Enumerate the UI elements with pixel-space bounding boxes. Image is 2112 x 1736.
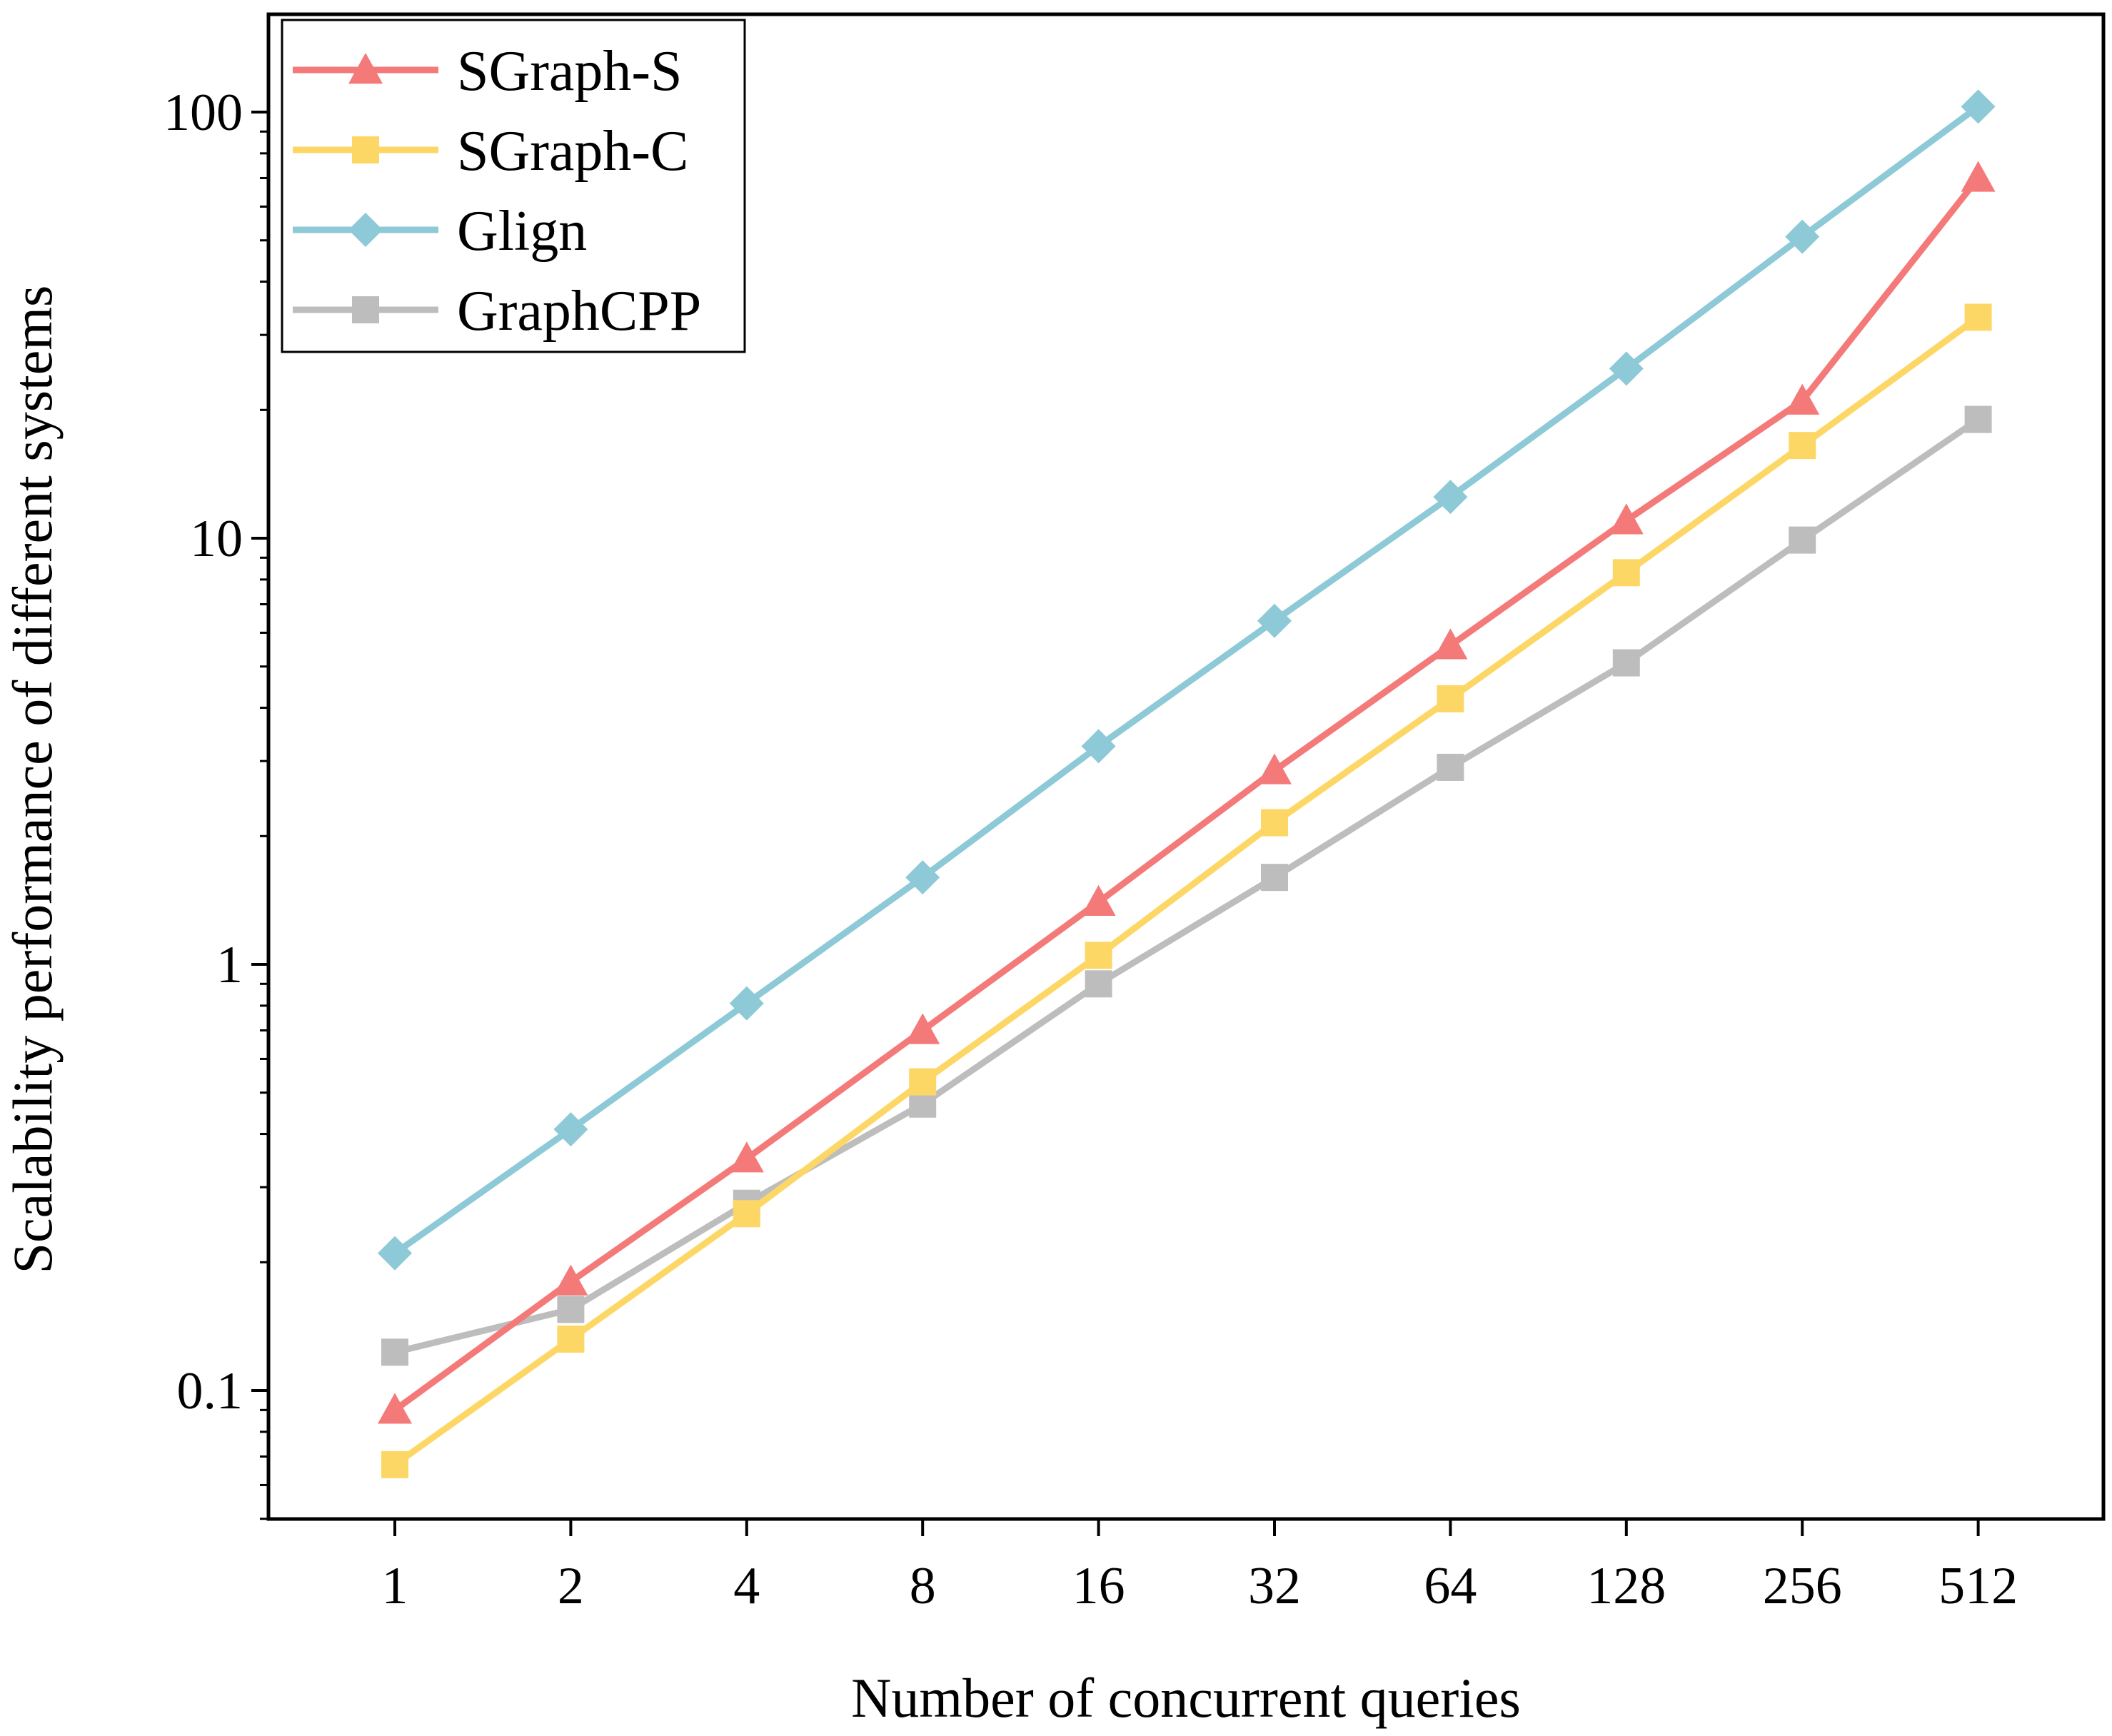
data-point (1789, 526, 1816, 554)
x-tick-label: 4 (733, 1557, 760, 1615)
x-tick-label: 2 (558, 1557, 584, 1615)
data-point (1961, 89, 1996, 124)
data-point (1789, 432, 1816, 460)
data-point (1085, 942, 1112, 969)
data-point (378, 1236, 412, 1271)
x-axis-title: Number of concurrent queries (851, 1667, 1521, 1729)
y-axis-title: Scalability performance of different sys… (1, 286, 64, 1274)
data-point (733, 1200, 760, 1228)
data-point (1433, 628, 1468, 660)
legend-item: Glign (293, 200, 587, 263)
data-point (557, 1326, 585, 1353)
series-line (393, 314, 1981, 1468)
x-tick-label: 256 (1763, 1557, 1842, 1615)
data-point (1437, 753, 1464, 781)
data-point (1612, 649, 1640, 677)
series-line (393, 416, 1981, 1356)
data-point (352, 296, 379, 323)
data-point (352, 136, 379, 163)
series-line (393, 176, 1981, 1413)
data-point (729, 986, 764, 1021)
legend-items: SGraph-S SGraph-C Glign GraphCPP (293, 40, 701, 343)
x-tick-label: 8 (910, 1557, 936, 1615)
data-point (1081, 729, 1116, 764)
plot-frame (266, 12, 2106, 1521)
data-point (1612, 559, 1640, 587)
series-layer (378, 89, 1996, 1478)
data-point (1261, 809, 1288, 837)
x-tick-label: 128 (1586, 1557, 1666, 1615)
series-line (393, 104, 1981, 1256)
data-point (348, 213, 383, 247)
data-point (1437, 685, 1464, 712)
legend-label: Glign (457, 200, 587, 263)
axis-ticks: 1 2 4 8 16 32 64 128 256 512 0.1 1 10 100 (164, 84, 2018, 1615)
y-tick-label: 0.1 (177, 1362, 243, 1420)
data-point (1085, 970, 1112, 998)
x-tick-label: 1 (382, 1557, 408, 1615)
data-point (1961, 161, 1996, 192)
y-tick-label: 1 (216, 936, 243, 994)
data-point (1609, 503, 1644, 535)
x-tick-label: 16 (1072, 1557, 1125, 1615)
data-point (1964, 303, 1992, 331)
data-point (381, 1338, 408, 1366)
legend-label: SGraph-S (457, 40, 683, 103)
legend-label: GraphCPP (457, 280, 701, 343)
x-tick-label: 32 (1248, 1557, 1301, 1615)
data-point (381, 1450, 408, 1478)
data-point (1609, 351, 1644, 386)
data-point (729, 1141, 764, 1173)
legend-item: GraphCPP (293, 280, 701, 343)
data-point (1257, 753, 1292, 784)
y-tick-label: 10 (190, 510, 243, 568)
x-tick-label: 512 (1938, 1557, 2018, 1615)
legend: SGraph-S SGraph-C Glign GraphCPP (281, 19, 746, 353)
legend-item: SGraph-C (293, 120, 688, 183)
data-point (378, 1393, 412, 1424)
series-sgraph-c (381, 303, 1992, 1478)
y-tick-label: 100 (164, 84, 243, 142)
data-point (1261, 864, 1288, 892)
data-point (905, 860, 940, 895)
data-point (1257, 603, 1292, 638)
data-point (553, 1112, 588, 1147)
series-sgraph-s (378, 161, 1996, 1424)
data-point (909, 1068, 937, 1096)
data-point (1785, 383, 1820, 415)
data-point (1785, 219, 1820, 254)
data-point (905, 1013, 940, 1044)
data-point (1433, 480, 1468, 515)
data-point (553, 1264, 588, 1296)
data-point (348, 53, 383, 84)
data-point (1964, 405, 1992, 433)
legend-item: SGraph-S (293, 40, 683, 103)
data-point (1081, 884, 1116, 916)
series-glign (378, 89, 1996, 1271)
legend-label: SGraph-C (457, 120, 688, 183)
x-tick-label: 64 (1424, 1557, 1477, 1615)
data-point (557, 1296, 585, 1323)
